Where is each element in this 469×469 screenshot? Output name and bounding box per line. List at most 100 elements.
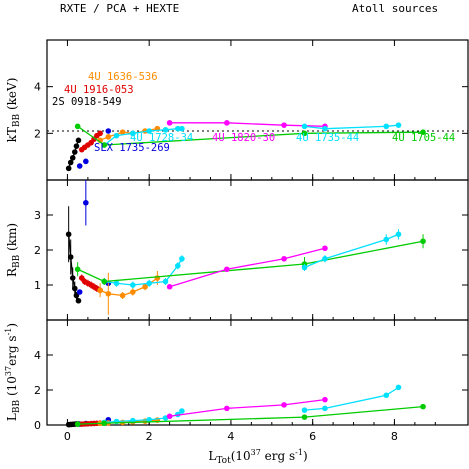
data-point [322,405,328,412]
data-point [130,289,136,295]
panel-3-frame [46,319,469,426]
data-point [224,405,230,412]
panel-1-ylabel: kTBB (keV) [5,78,22,143]
data-point [65,231,72,238]
data-point [301,130,308,137]
data-point [119,129,126,135]
label-4u1735: 4U 1735-44 [296,132,359,144]
data-point [383,392,390,399]
y-tick-label: 2 [34,384,41,397]
data-point [322,255,328,262]
label-4u1820: 4U 1820-30 [212,132,275,144]
source-labels: 4U 1636-536 4U 1916-053 2S 0918-549 4U 1… [52,71,455,154]
data-point [420,129,426,135]
data-point [322,245,328,252]
data-point [301,264,308,271]
label-4u1728: 4U 1728-34 [130,132,193,144]
x-tick-label: 0 [64,430,71,443]
data-point [105,290,112,297]
data-point [179,255,185,262]
data-point [281,122,287,128]
data-point [146,280,152,287]
data-point [67,159,74,166]
data-point [301,407,308,413]
series-line-5-R [77,240,424,283]
data-point [162,278,169,285]
data-point [395,122,402,128]
series-line-6-kT [169,122,325,127]
data-point [146,128,152,134]
data-point [83,158,89,165]
chart-marks [65,120,426,428]
y-tick-label: 3 [34,209,41,222]
data-point [420,238,426,245]
data-point [179,408,185,414]
panel-1-frame [46,39,469,181]
data-point [162,127,169,133]
y-tick-label: 4 [34,349,41,362]
series-line-5-L [77,405,424,425]
data-point [69,275,76,281]
data-point [395,384,402,391]
data-point [420,403,426,410]
data-point [301,123,308,130]
data-point [281,402,287,408]
data-point [301,414,308,420]
y-tick-label: 0 [34,419,41,432]
series-line-7-R [304,233,399,269]
header-left: RXTE / PCA + HEXTE [60,2,179,15]
series-line-7-kT [304,124,399,130]
data-point [142,283,148,290]
data-point [179,125,185,132]
x-axis-label: LTot(1037 erg s-1) [208,448,307,466]
data-point [97,130,103,137]
series-line-6-R [169,247,326,288]
data-point [383,123,390,130]
label-4u1916: 4U 1916-053 [64,84,134,96]
data-point [76,163,83,169]
data-point [174,262,181,269]
data-point [395,231,402,238]
data-point [383,236,390,243]
series-line-7-L [304,386,399,411]
x-tick-label: 4 [227,430,234,443]
data-point [83,199,89,206]
label-4u1636: 4U 1636-536 [88,71,158,83]
data-point [224,266,230,273]
data-point [281,255,287,262]
data-point [73,143,80,149]
y-tick-label: 2 [34,127,41,140]
data-point [113,280,120,287]
data-point [75,297,82,304]
x-tick-label: 8 [391,430,398,443]
data-point [74,266,81,273]
data-point [71,149,78,155]
y-tick-label: 2 [34,244,41,257]
data-point [166,413,173,420]
data-point [74,421,81,427]
data-point [101,142,108,148]
data-point [75,137,82,144]
data-point [119,292,126,299]
data-point [113,132,120,139]
series-line-6-L [169,398,326,417]
data-point [76,289,83,295]
data-point [74,123,81,130]
y-tick-label: 4 [34,81,41,94]
panel-2-frame [46,179,469,321]
data-point [105,128,112,134]
data-point [73,292,80,299]
label-4u1705: 4U 1705-44 [392,132,455,144]
x-tick-label: 2 [146,430,153,443]
data-point [65,165,72,172]
panel-3-ylabel: LBB (1037erg s-1) [4,323,22,421]
data-point [322,125,328,132]
data-point [174,125,181,132]
data-point [97,287,103,294]
data-point [101,420,108,427]
data-point [101,278,108,285]
x-tick-label: 6 [309,430,316,443]
data-point [130,282,136,288]
label-2s0918: 2S 0918-549 [52,96,122,108]
